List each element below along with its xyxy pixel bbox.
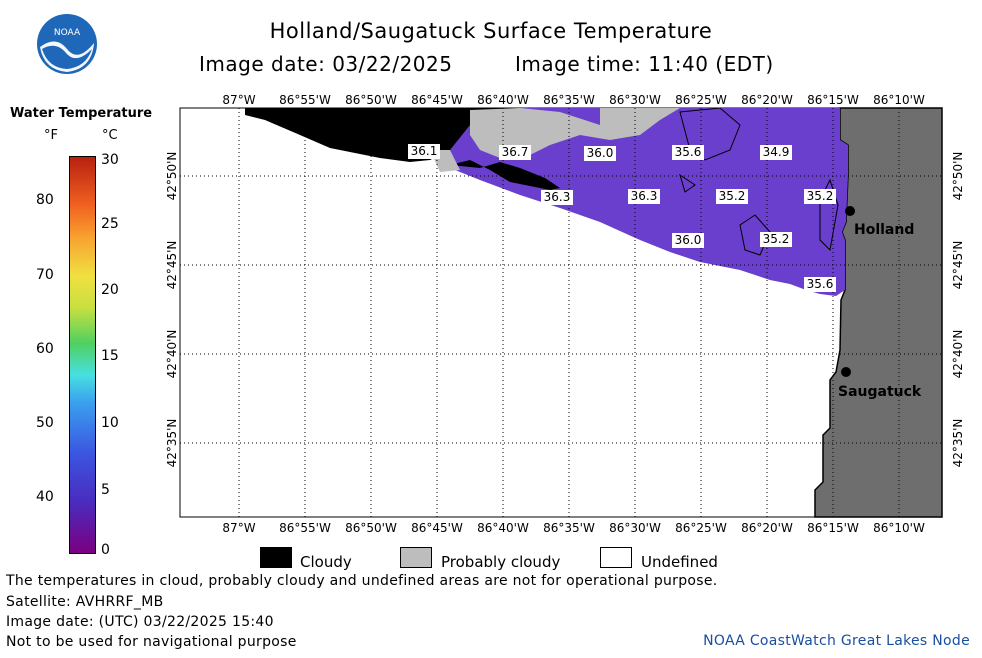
temp-label-box <box>499 145 531 160</box>
legend-undefined-swatch <box>600 547 632 568</box>
scale-tick-c: 30 <box>101 152 119 168</box>
scale-tick-c: 25 <box>101 216 119 232</box>
lon-label-bottom: 86°10'W <box>873 521 925 535</box>
scale-tick-c: 5 <box>101 482 110 498</box>
lat-label-right: 42°35'N <box>951 419 965 468</box>
city-label-saugatuck: Saugatuck <box>838 384 922 400</box>
legend-undefined-label: Undefined <box>641 553 718 571</box>
temp-label: 36.3 <box>631 189 658 203</box>
saugatuck-marker <box>841 367 851 377</box>
scale-title: Water Temperature <box>10 106 153 121</box>
lon-label-bottom: 86°15'W <box>807 521 859 535</box>
cloud-area <box>245 108 520 162</box>
temp-label: 36.3 <box>544 190 571 204</box>
temp-label-box <box>541 190 573 205</box>
lon-label-bottom: 86°25'W <box>675 521 727 535</box>
noaa-logo-text: NOAA <box>54 28 81 38</box>
temp-label: 35.2 <box>763 232 790 246</box>
temp-label-box <box>672 145 704 160</box>
lon-label-bottom: 87°W <box>222 521 255 535</box>
temp-label-box <box>804 277 836 292</box>
footer-credit: NOAA CoastWatch Great Lakes Node <box>703 633 970 649</box>
color-scale-bar <box>69 156 96 554</box>
temp-label: 35.2 <box>807 189 834 203</box>
lon-label-top: 87°W <box>222 93 255 107</box>
scale-tick-f: 50 <box>36 415 54 431</box>
temp-label-box <box>760 145 792 160</box>
footer-disclaimer: The temperatures in cloud, probably clou… <box>6 573 718 589</box>
temp-label: 35.6 <box>807 277 834 291</box>
lat-label-right: 42°50'N <box>951 152 965 201</box>
holland-marker <box>845 206 855 216</box>
lat-label-left: 42°45'N <box>165 241 179 290</box>
lon-label-bottom: 86°55'W <box>279 521 331 535</box>
image-time: Image time: 11:40 (EDT) <box>515 52 774 76</box>
lon-label-bottom: 86°40'W <box>477 521 529 535</box>
temp-label: 34.9 <box>763 145 790 159</box>
temp-label: 36.7 <box>502 145 529 159</box>
temp-label-box <box>628 189 660 204</box>
lon-label-top: 86°10'W <box>873 93 925 107</box>
lat-label-left: 42°40'N <box>165 330 179 379</box>
legend-probably-cloudy-label: Probably cloudy <box>441 553 561 571</box>
footer-utc-date: Image date: (UTC) 03/22/2025 15:40 <box>6 614 274 630</box>
lon-label-bottom: 86°50'W <box>345 521 397 535</box>
noaa-logo: NOAA <box>36 13 98 75</box>
temp-label: 35.2 <box>719 189 746 203</box>
lon-label-bottom: 86°20'W <box>741 521 793 535</box>
temp-label-box <box>672 233 704 248</box>
lat-label-left: 42°50'N <box>165 152 179 201</box>
scale-tick-c: 20 <box>101 282 119 298</box>
lat-label-right: 42°45'N <box>951 241 965 290</box>
temp-label-box <box>760 232 792 247</box>
cloud-area-2 <box>450 160 560 190</box>
lat-label-left: 42°35'N <box>165 419 179 468</box>
image-date: Image date: 03/22/2025 <box>199 52 453 76</box>
unit-celsius: °C <box>102 128 118 143</box>
lon-label-top: 86°20'W <box>741 93 793 107</box>
legend-probably-cloudy-swatch <box>400 547 432 568</box>
lat-label-right: 42°40'N <box>951 330 965 379</box>
footer-navigation-warning: Not to be used for navigational purpose <box>6 634 297 650</box>
scale-tick-c: 10 <box>101 415 119 431</box>
scale-tick-f: 70 <box>36 267 54 283</box>
lon-label-top: 86°35'W <box>543 93 595 107</box>
scale-tick-f: 60 <box>36 341 54 357</box>
footer-satellite: Satellite: AVHRRF_MB <box>6 594 164 610</box>
lon-label-bottom: 86°45'W <box>411 521 463 535</box>
temp-label-box <box>716 189 748 204</box>
lon-label-bottom: 86°30'W <box>609 521 661 535</box>
scale-tick-f: 80 <box>36 192 54 208</box>
lon-label-bottom: 86°35'W <box>543 521 595 535</box>
scale-tick-c: 0 <box>101 542 110 558</box>
temp-label-box <box>584 146 616 161</box>
scale-tick-c: 15 <box>101 348 119 364</box>
temp-label: 36.0 <box>587 146 614 160</box>
lon-label-top: 86°50'W <box>345 93 397 107</box>
scale-tick-f: 40 <box>36 489 54 505</box>
legend-cloudy-swatch <box>260 547 292 568</box>
page-title: Holland/Saugatuck Surface Temperature <box>269 19 713 43</box>
lon-label-top: 86°40'W <box>477 93 529 107</box>
temp-label-box <box>408 144 440 159</box>
lon-label-top: 86°45'W <box>411 93 463 107</box>
lon-label-top: 86°15'W <box>807 93 859 107</box>
temp-label: 36.1 <box>411 144 438 158</box>
lon-label-top: 86°25'W <box>675 93 727 107</box>
temp-label-box <box>804 189 836 204</box>
unit-fahrenheit: °F <box>44 128 58 143</box>
city-label-holland: Holland <box>854 222 914 238</box>
temp-label: 35.6 <box>675 145 702 159</box>
legend-cloudy-label: Cloudy <box>300 553 352 571</box>
lon-label-top: 86°55'W <box>279 93 331 107</box>
lon-label-top: 86°30'W <box>609 93 661 107</box>
graticule <box>180 108 942 517</box>
temp-label: 36.0 <box>675 233 702 247</box>
